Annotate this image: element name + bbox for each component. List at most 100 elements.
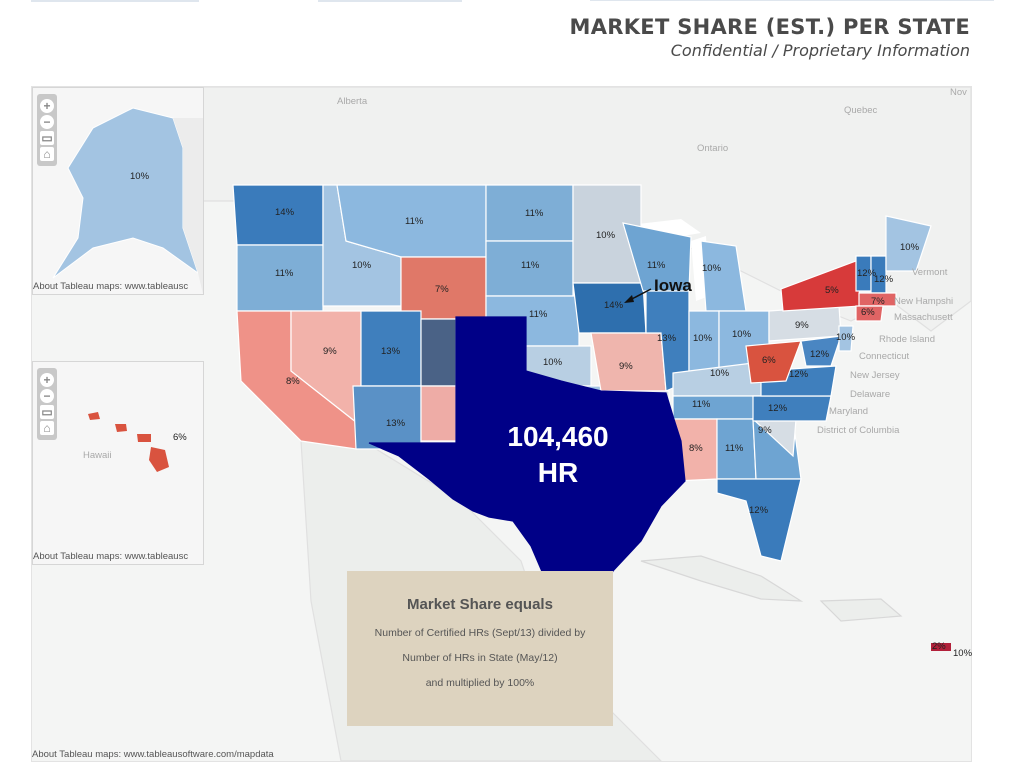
- state-alaska: [52, 107, 199, 279]
- geo-label: Ontario: [697, 143, 729, 154]
- home-icon[interactable]: ⌂: [40, 147, 54, 161]
- page-header: MARKET SHARE (EST.) PER STATE Confidenti…: [570, 15, 970, 60]
- share-label-new-jersey: 10%: [836, 332, 856, 343]
- top-rule-middle: [318, 0, 462, 2]
- share-label-north-carolina: 12%: [768, 403, 788, 414]
- hawaii-zoom-controls: + − ▭ ⌂: [37, 368, 57, 440]
- market-share-definition-box: Market Share equals Number of Certified …: [347, 571, 613, 726]
- share-label-south-dakota: 11%: [521, 260, 540, 271]
- state-florida: [716, 478, 802, 562]
- map-attribution[interactable]: About Tableau maps: www.tableausc: [33, 281, 189, 292]
- state-new-jersey: [838, 325, 854, 352]
- geo-label: Connecticut: [859, 351, 910, 362]
- zoom-in-icon[interactable]: +: [40, 99, 54, 113]
- cuba-island: [640, 555, 804, 602]
- share-label-vermont: 12%: [857, 268, 877, 279]
- state-tennessee: [672, 395, 762, 420]
- select-icon[interactable]: ▭: [40, 131, 54, 145]
- share-label-mississippi: 8%: [689, 443, 703, 454]
- island-oahu: [115, 424, 127, 432]
- share-label-maryland: 12%: [810, 349, 830, 360]
- share-label-nevada: 9%: [323, 346, 337, 357]
- alaska-canvas: [52, 107, 203, 294]
- share-label-massachusetts: 7%: [871, 296, 885, 307]
- geo-label: New Jersey: [850, 370, 900, 381]
- share-label-wyoming: 7%: [435, 284, 449, 295]
- geo-label: New Hampshi: [894, 296, 954, 307]
- hispaniola-island: [819, 598, 903, 622]
- share-label-new-york: 5%: [825, 285, 839, 296]
- share-label-tennessee: 11%: [692, 399, 711, 410]
- texas-hr-count: 104,460: [507, 421, 609, 452]
- geo-label: Delaware: [850, 389, 891, 400]
- share-label-hawaii: 6%: [173, 432, 187, 443]
- geo-label-hawaii: Hawaii: [83, 450, 112, 461]
- us-market-share-map[interactable]: Alberta Ontario Quebec Nov Vermont New H…: [31, 86, 972, 762]
- alaska-inset[interactable]: + − ▭ ⌂ 10% About Tableau maps: www.tabl…: [32, 87, 204, 295]
- texas-hr-unit: HR: [537, 457, 579, 488]
- share-label-alabama: 11%: [725, 443, 744, 454]
- share-label-florida: 12%: [749, 505, 769, 516]
- share-label-ohio: 10%: [732, 329, 752, 340]
- share-label-north-dakota: 11%: [525, 208, 544, 219]
- share-label-iowa: 14%: [604, 300, 624, 311]
- iowa-arrow-head: [624, 295, 634, 303]
- share-label-new-hampshire: 12%: [874, 274, 894, 285]
- share-label-virgin-islands: 10%: [953, 648, 973, 659]
- state-massachusetts: [858, 292, 897, 307]
- share-label-connecticut: 6%: [861, 307, 875, 318]
- page-subtitle: Confidential / Proprietary Information: [670, 41, 970, 60]
- share-label-kentucky: 10%: [710, 368, 730, 379]
- home-icon[interactable]: ⌂: [40, 421, 54, 435]
- geo-label: District of Columbia: [817, 425, 900, 436]
- share-label-utah: 13%: [381, 346, 401, 357]
- definition-line: Number of HRs in State (May/12): [402, 652, 558, 664]
- definition-line: Number of Certified HRs (Sept/13) divide…: [374, 627, 586, 639]
- alaska-zoom-controls: + − ▭ ⌂: [37, 94, 57, 166]
- share-label-illinois: 13%: [657, 333, 677, 344]
- share-label-puerto-rico: 2%: [932, 641, 946, 652]
- share-label-missouri: 9%: [619, 361, 633, 372]
- geo-label: Rhode Island: [879, 334, 935, 345]
- map-canvas: [200, 87, 971, 761]
- island-big-island: [149, 447, 169, 472]
- canada-yukon: [173, 118, 203, 294]
- share-label-indiana: 10%: [693, 333, 713, 344]
- island-maui: [137, 434, 151, 442]
- geo-label: Alberta: [337, 96, 368, 107]
- state-north-carolina: [752, 395, 832, 422]
- definition-line: and multiplied by 100%: [425, 677, 535, 689]
- map-attribution[interactable]: About Tableau maps: www.tableausc: [33, 551, 189, 562]
- definition-heading: Market Share equals: [407, 596, 553, 613]
- state-maryland: [800, 335, 842, 367]
- zoom-out-icon[interactable]: −: [40, 115, 54, 129]
- share-label-montana: 11%: [405, 216, 424, 227]
- share-label-idaho: 10%: [352, 260, 372, 271]
- texas-highlight-value: 104,460 HR: [478, 419, 638, 491]
- share-label-virginia: 12%: [789, 369, 809, 380]
- geo-label: Maryland: [829, 406, 869, 417]
- share-label-pennsylvania: 9%: [795, 320, 809, 331]
- state-connecticut: [855, 305, 884, 322]
- zoom-in-icon[interactable]: +: [40, 373, 54, 387]
- select-icon[interactable]: ▭: [40, 405, 54, 419]
- hawaii-canvas: [88, 412, 169, 472]
- share-label-michigan: 10%: [702, 263, 722, 274]
- share-label-oregon: 11%: [275, 268, 294, 279]
- share-label-west-virginia: 6%: [762, 355, 776, 366]
- state-new-mexico: [420, 385, 457, 442]
- iowa-callout-label: Iowa: [654, 276, 692, 295]
- geo-label: Quebec: [844, 105, 878, 116]
- top-rule-right: [590, 0, 994, 1]
- map-attribution[interactable]: About Tableau maps: www.tableausoftware.…: [32, 749, 274, 760]
- share-label-minnesota: 10%: [596, 230, 616, 241]
- state-colorado: [420, 318, 457, 387]
- geo-label: Massachusett: [894, 312, 953, 323]
- share-label-alaska: 10%: [130, 171, 150, 182]
- share-label-maine: 10%: [900, 242, 920, 253]
- zoom-out-icon[interactable]: −: [40, 389, 54, 403]
- geo-label: Nov: [950, 87, 967, 98]
- share-label-arizona: 13%: [386, 418, 406, 429]
- hawaii-inset[interactable]: + − ▭ ⌂ Hawaii 6% About Tableau maps: ww…: [32, 361, 204, 565]
- territory-puerto-rico: [931, 643, 951, 651]
